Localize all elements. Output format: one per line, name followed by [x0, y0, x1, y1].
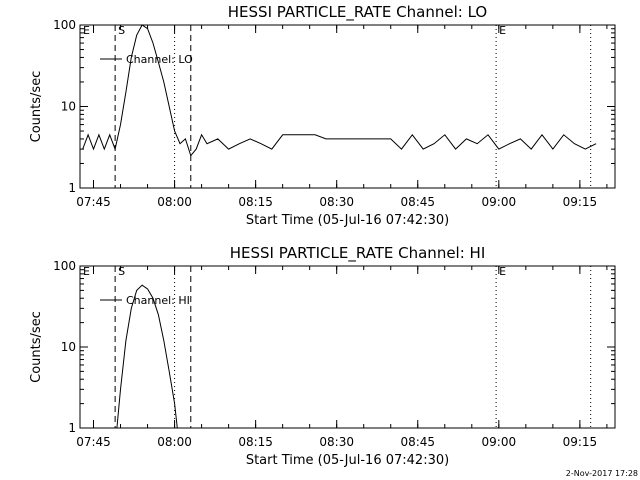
panel1-y-tick-label: 1	[68, 181, 76, 195]
panel1-chart-title: HESSI PARTICLE_RATE Channel: LO	[228, 3, 487, 22]
panel1-marker-label: E	[499, 24, 506, 37]
panel1-x-tick-label: 09:00	[482, 195, 517, 209]
panel2-x-tick-label: 08:45	[400, 435, 435, 449]
panel2-marker-label: E	[499, 265, 506, 278]
panel1-x-axis-label: Start Time (05-Jul-16 07:42:30)	[246, 213, 449, 228]
panel2-y-tick-label: 10	[61, 340, 76, 354]
panel2-chart-title: HESSI PARTICLE_RATE Channel: HI	[230, 244, 486, 263]
panel1-x-tick-label: 08:15	[238, 195, 273, 209]
panel1-legend-label: Channel: LO	[126, 53, 193, 66]
panel2-x-tick-label: 09:15	[563, 435, 598, 449]
panel1-marker-label: S	[118, 24, 125, 37]
panel2-series-line	[116, 284, 178, 429]
panel1-y-tick-label: 100	[53, 18, 76, 32]
panel2-x-tick-label: 07:45	[76, 435, 111, 449]
panel2-y-tick-label: 1	[68, 421, 76, 435]
panel1-y-axis-label: Counts/sec	[29, 71, 44, 143]
panel1-x-tick-label: 08:30	[319, 195, 354, 209]
panel2-y-tick-label: 100	[53, 259, 76, 273]
panel2-chart: HESSI PARTICLE_RATE Channel: HI Counts/se…	[29, 244, 616, 468]
panel1-plot-frame	[79, 24, 616, 189]
panel1-series-line	[82, 24, 597, 157]
panel2-plot-frame	[79, 265, 616, 429]
panel2-marker-label: E	[83, 265, 90, 278]
panel1-x-tick-label: 09:15	[563, 195, 598, 209]
timestamp-stamp: 2-Nov-2017 17:28	[566, 469, 638, 478]
panel1-y-tick-label: 10	[61, 100, 76, 114]
panel1-chart: HESSI PARTICLE_RATE Channel: LO Counts/se…	[29, 3, 616, 228]
panel1-x-tick-label: 08:45	[400, 195, 435, 209]
panel1-marker-label: E	[83, 24, 90, 37]
panel2-x-tick-label: 08:15	[238, 435, 273, 449]
panel1-x-tick-label: 07:45	[76, 195, 111, 209]
panel2-y-axis-label: Counts/sec	[29, 311, 44, 383]
panel2-x-tick-label: 09:00	[482, 435, 517, 449]
panel2-marker-label: S	[118, 265, 125, 278]
panel1-x-tick-label: 08:00	[157, 195, 192, 209]
panel2-x-axis-label: Start Time (05-Jul-16 07:42:30)	[246, 453, 449, 468]
panel2-legend-label: Channel: HI	[126, 294, 190, 307]
panel2-x-tick-label: 08:00	[157, 435, 192, 449]
panel2-x-tick-label: 08:30	[319, 435, 354, 449]
